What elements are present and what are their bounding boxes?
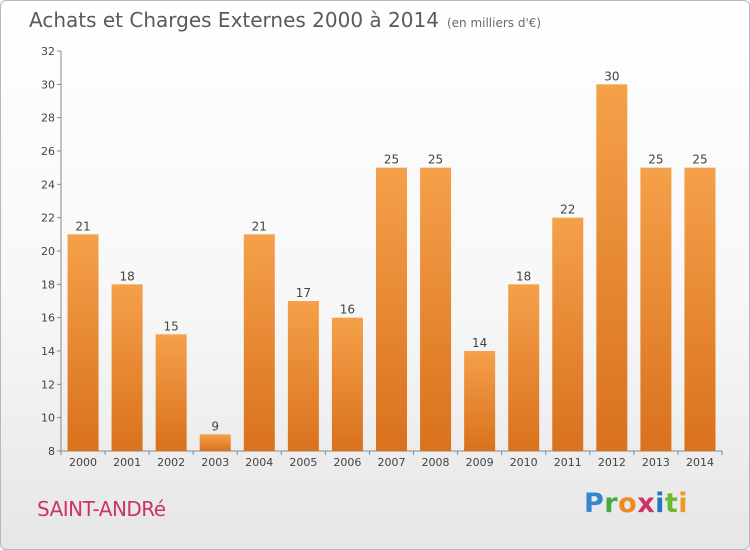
chart-subtitle: (en milliers d'€) — [446, 16, 542, 30]
logo-letter: o — [618, 488, 638, 519]
bar — [684, 167, 716, 451]
bar — [111, 284, 143, 451]
bar-value-label: 25 — [384, 153, 399, 167]
y-tick-label: 24 — [41, 178, 55, 191]
bar — [243, 234, 275, 451]
logo-letter: i — [678, 488, 689, 519]
bar-value-label: 18 — [119, 269, 134, 283]
bar-value-label: 21 — [75, 219, 90, 233]
x-tick-label: 2007 — [378, 456, 406, 469]
logo-letter: r — [604, 488, 619, 519]
logo-letter: i — [655, 488, 665, 519]
bar — [640, 167, 672, 451]
x-tick-label: 2013 — [642, 456, 670, 469]
bar — [199, 434, 231, 451]
bar — [376, 167, 407, 451]
chart-title: Achats et Charges Externes 2000 à 2014 — [29, 8, 439, 32]
y-tick-label: 20 — [41, 245, 55, 258]
bar — [420, 167, 452, 451]
bar-value-label: 22 — [560, 203, 575, 217]
bar — [67, 234, 99, 451]
x-tick-label: 2010 — [510, 456, 538, 469]
bar-value-label: 16 — [340, 303, 355, 317]
x-tick-label: 2014 — [686, 456, 714, 469]
logo-letter: x — [637, 488, 656, 519]
proxiti-logo: Proxiti — [584, 488, 688, 519]
y-tick-label: 28 — [41, 112, 55, 125]
bar — [596, 84, 628, 451]
y-tick-label: 14 — [41, 345, 55, 358]
x-tick-label: 2006 — [333, 456, 361, 469]
x-tick-label: 2003 — [201, 456, 229, 469]
bar — [287, 301, 319, 451]
y-tick-label: 12 — [41, 378, 55, 391]
y-tick-label: 26 — [41, 145, 55, 158]
y-tick-label: 16 — [41, 312, 55, 325]
bar-value-label: 25 — [648, 153, 663, 167]
x-tick-label: 2008 — [422, 456, 450, 469]
y-tick-label: 30 — [41, 78, 55, 91]
bar — [155, 334, 187, 451]
bar-value-label: 9 — [211, 419, 219, 433]
y-tick-label: 8 — [48, 445, 55, 458]
bar-value-label: 15 — [164, 319, 179, 333]
x-tick-label: 2002 — [157, 456, 185, 469]
chart-title-block: Achats et Charges Externes 2000 à 2014 (e… — [29, 8, 541, 32]
x-tick-label: 2000 — [69, 456, 97, 469]
chart-axes: 8 10 12 14 16 18 20 22 24 26 28 30 32 2000 2001 2002 200… — [41, 45, 723, 469]
bar-value-label: 14 — [472, 336, 487, 350]
bar-value-label: 18 — [516, 269, 531, 283]
y-tick-label: 32 — [41, 45, 55, 58]
bar-value-label: 30 — [604, 69, 619, 83]
x-tick-label: 2004 — [245, 456, 273, 469]
logo-letter: P — [584, 488, 605, 519]
y-tick-label: 18 — [41, 278, 55, 291]
x-tick-label: 2011 — [554, 456, 582, 469]
bar-value-label: 21 — [252, 219, 267, 233]
x-tick-label: 2012 — [598, 456, 626, 469]
bar — [464, 351, 496, 451]
bar — [552, 217, 584, 451]
bar-value-label: 25 — [428, 153, 443, 167]
y-tick-label: 10 — [41, 412, 55, 425]
bar — [331, 317, 363, 451]
bar-value-label: 17 — [296, 286, 311, 300]
y-tick-label: 22 — [41, 212, 55, 225]
logo-letter: t — [664, 488, 679, 519]
commune-name: SAINT-ANDRé — [37, 497, 166, 521]
x-tick-label: 2001 — [113, 456, 141, 469]
bar-value-label: 25 — [692, 153, 707, 167]
bar — [508, 284, 540, 451]
x-tick-label: 2009 — [466, 456, 494, 469]
x-tick-label: 2005 — [289, 456, 317, 469]
chart-bars: 21 18 15 9 21 17 16 25 25 14 18 22 30 25 25 — [67, 69, 716, 451]
